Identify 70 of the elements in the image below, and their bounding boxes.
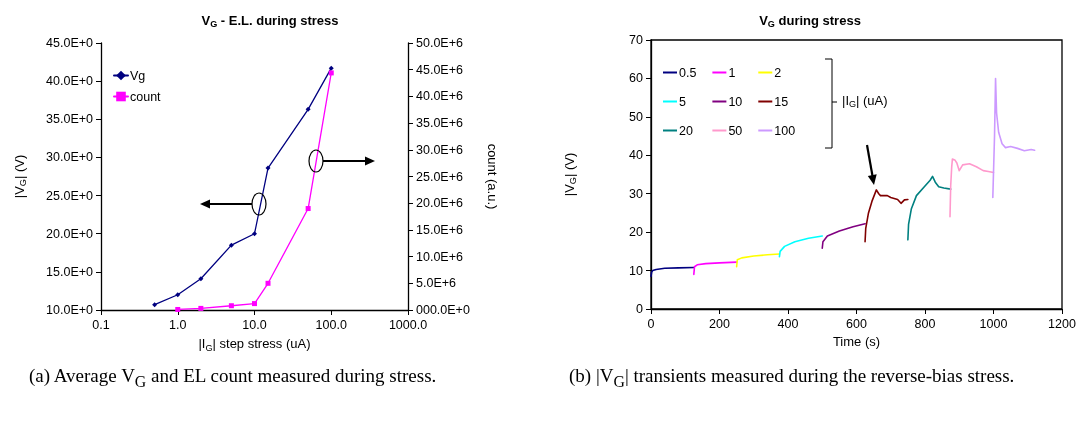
x-tick-label: 0 (647, 316, 655, 331)
legend-label: 10 (728, 94, 743, 109)
line-series (650, 266, 695, 278)
y-tick-label: 20.0E+0 (46, 226, 94, 241)
text: (a) Average V$_{G}$ and EL count measured during stress. (29, 364, 438, 392)
x-tick-label: 1.0 (169, 317, 187, 332)
y2-axis-title: count (a.u.) (485, 143, 501, 210)
x-tick-label: 1000 (979, 316, 1008, 331)
x-tick-label: 100.0 (315, 317, 347, 332)
y-tick-label: 45.0E+0 (46, 36, 94, 50)
y2-tick-label: 20.0E+6 (416, 196, 463, 211)
x-tick-label: 1200 (1048, 316, 1076, 331)
y2-tick-label: 000.0E+0 (416, 303, 470, 317)
x-axis-title: Time (s) (832, 333, 881, 349)
y-tick-label: 50 (629, 109, 644, 124)
point (152, 302, 158, 308)
y-tick-label: 40 (629, 148, 644, 163)
legend-label: count (130, 89, 162, 104)
y-tick-label: 30.0E+0 (46, 150, 94, 165)
y-tick-label: 15.0E+0 (46, 264, 94, 279)
point (252, 231, 257, 237)
text: (b) |V$_{G}$| transients measured during the reverse-bias stress. (569, 364, 1016, 392)
y2-tick-label: 50.0E+6 (416, 36, 463, 50)
y-tick-label: 10.0E+0 (46, 303, 94, 317)
line-series (821, 222, 866, 250)
y-tick-label: 10 (629, 263, 644, 278)
legend-label: 1 (728, 65, 736, 80)
y-tick-label: 25.0E+0 (46, 188, 94, 203)
y-tick-label: 20 (629, 225, 644, 240)
y-tick-label: 0 (636, 302, 644, 316)
y-axis-title: |VG| (V) (561, 152, 578, 197)
x-tick-label: 600 (846, 316, 867, 331)
y2-tick-label: 35.0E+6 (416, 116, 463, 131)
line-series (864, 189, 909, 243)
legend-label: 100 (774, 123, 796, 138)
y-tick-label: 40.0E+0 (46, 74, 94, 89)
y-axis-title: |VG| (V) (11, 154, 28, 199)
y2-tick-label: 5.0E+6 (416, 276, 457, 291)
y2-tick-label: 30.0E+6 (416, 142, 463, 157)
line-series (907, 175, 952, 241)
y-tick-label: 70 (629, 33, 644, 47)
y2-tick-label: 15.0E+6 (416, 222, 463, 237)
x-tick-label: 0.1 (92, 317, 110, 332)
x-tick-label: 400 (777, 316, 799, 331)
y2-tick-label: 10.0E+6 (416, 249, 463, 264)
line-series (949, 158, 995, 218)
y-tick-label: 30 (629, 186, 644, 201)
y2-tick-label: 25.0E+6 (416, 169, 463, 184)
legend-label: 5 (679, 94, 686, 109)
line-series (992, 77, 1036, 199)
line-series (693, 261, 738, 276)
point (328, 65, 334, 71)
y2-tick-label: 45.0E+6 (416, 62, 463, 77)
legend-label: 20 (679, 123, 693, 138)
legend-label: 50 (728, 123, 743, 138)
y-tick-label: 60 (629, 71, 644, 86)
x-tick-label: 800 (914, 316, 936, 331)
legend-label: 0.5 (679, 65, 697, 80)
x-tick-label: 200 (709, 316, 730, 331)
point (228, 242, 234, 248)
x-tick-label: 10.0 (242, 317, 267, 332)
legend-label: 2 (774, 65, 782, 80)
legend-label: Vg (130, 68, 146, 83)
line-series (778, 235, 824, 258)
point (175, 292, 181, 298)
y-tick-label: 35.0E+0 (46, 112, 94, 127)
y2-tick-label: 40.0E+6 (416, 89, 463, 104)
legend-label: 15 (774, 94, 789, 109)
x-tick-label: 1000.0 (388, 317, 428, 332)
line-series (735, 253, 781, 268)
